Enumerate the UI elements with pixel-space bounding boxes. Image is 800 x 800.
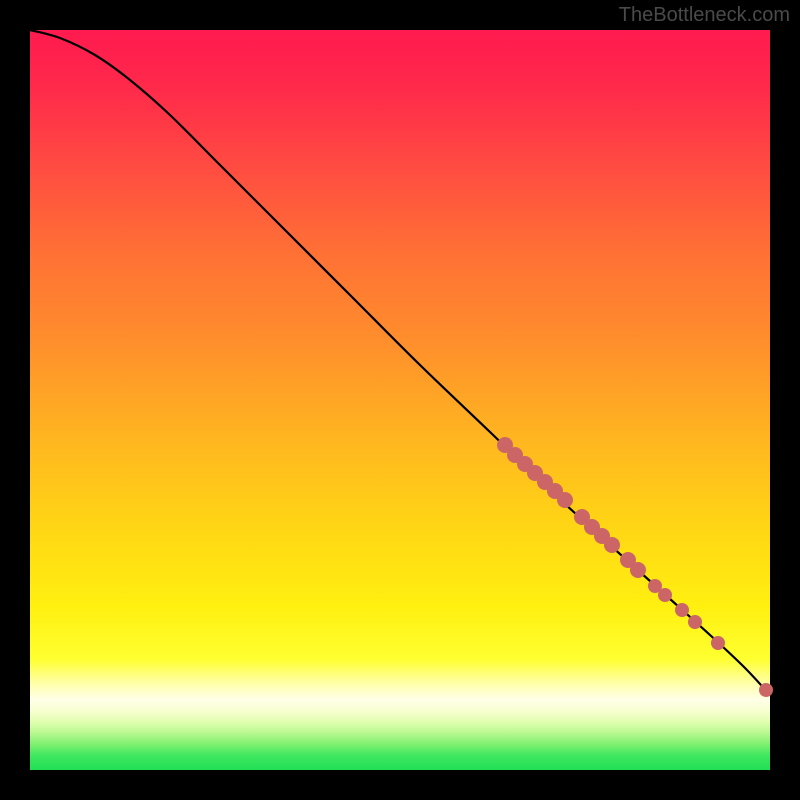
data-marker: [675, 603, 689, 617]
data-marker: [604, 537, 620, 553]
watermark-text: TheBottleneck.com: [619, 4, 790, 27]
data-marker: [759, 683, 773, 697]
data-marker: [658, 588, 672, 602]
data-marker: [688, 615, 702, 629]
chart-container: TheBottleneck.com: [0, 0, 800, 800]
data-marker: [557, 492, 573, 508]
data-marker: [630, 562, 646, 578]
bottleneck-chart: [0, 0, 800, 800]
data-marker: [711, 636, 725, 650]
plot-area: [30, 30, 770, 770]
